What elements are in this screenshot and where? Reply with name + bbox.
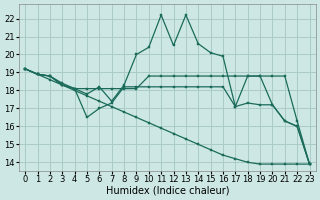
X-axis label: Humidex (Indice chaleur): Humidex (Indice chaleur) <box>106 186 229 196</box>
